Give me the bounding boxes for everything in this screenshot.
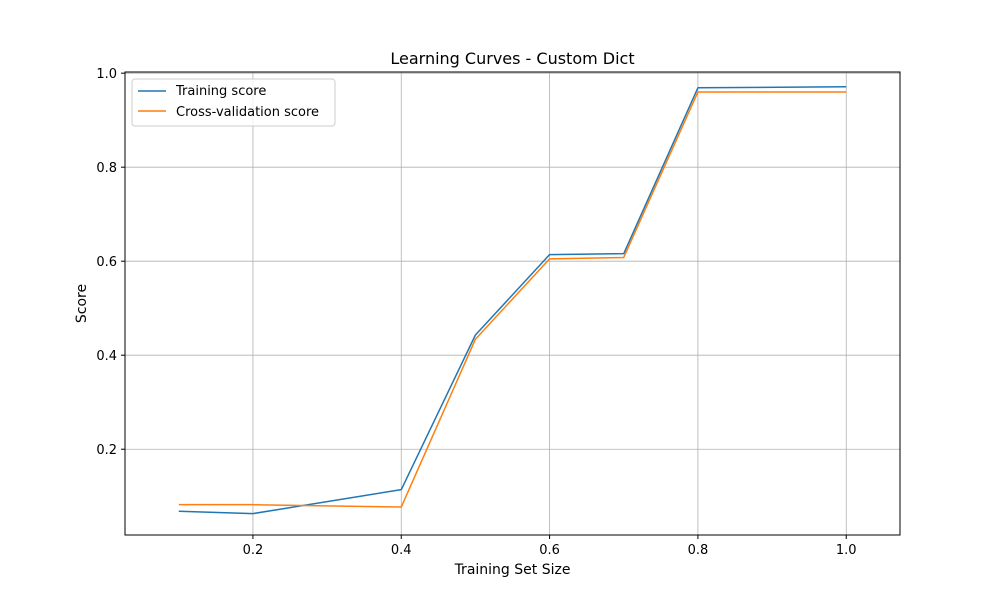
y-tick-label: 0.8 [96, 161, 117, 176]
x-axis-label: Training Set Size [454, 562, 571, 578]
series-line-cross-validation-score [178, 91, 847, 508]
x-tick-label: 0.8 [688, 543, 709, 558]
chart-title: Learning Curves - Custom Dict [390, 49, 634, 68]
y-axis-label: Score [74, 284, 90, 323]
legend-label-cross-validation-score: Cross-validation score [176, 105, 319, 120]
y-tick-label: 0.6 [96, 255, 117, 270]
y-tick-label: 0.2 [96, 443, 117, 458]
grid-layer [125, 72, 900, 535]
series-line-training-score [178, 86, 847, 515]
x-tick-label: 0.4 [391, 543, 412, 558]
legend-box [131, 78, 336, 127]
tick-layer: 0.2 0.4 0.6 0.8 1.0 0.2 0.4 0.6 0.8 1.0 [96, 67, 856, 558]
x-tick-label: 0.6 [539, 543, 560, 558]
legend: Training score Cross-validation score [131, 78, 336, 127]
y-tick-label: 0.4 [96, 349, 117, 364]
series-layer [178, 86, 847, 515]
x-tick-label: 0.2 [243, 543, 264, 558]
y-tick-label: 1.0 [96, 67, 117, 82]
x-tick-label: 1.0 [836, 543, 857, 558]
plot-area-frame [124, 71, 901, 536]
legend-label-training-score: Training score [175, 84, 266, 99]
